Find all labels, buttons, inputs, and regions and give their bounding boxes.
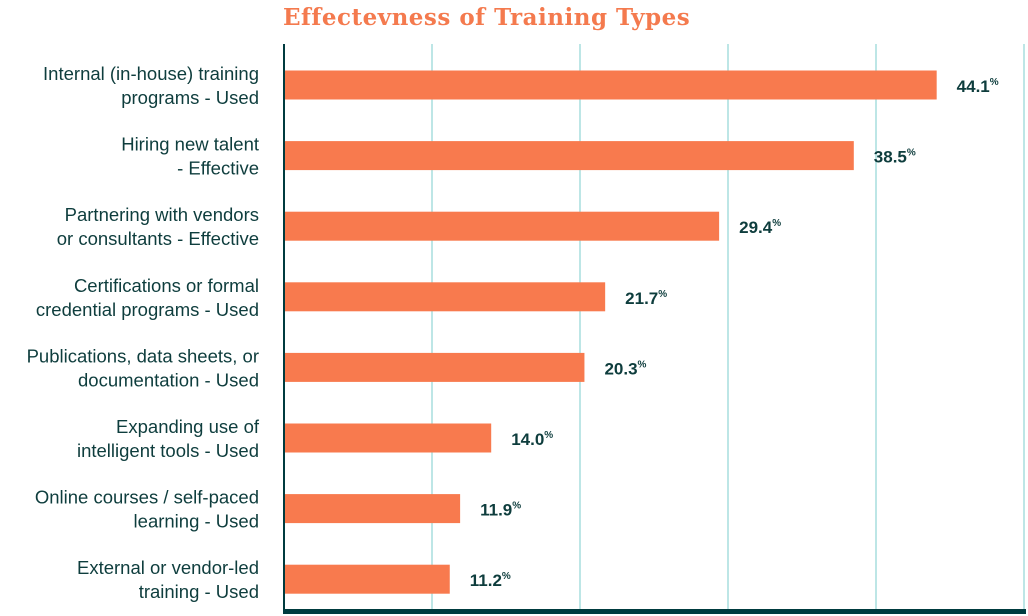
category-label: - Effective [177, 158, 259, 179]
data-label: 29.4% [739, 218, 781, 237]
data-label: 11.2% [470, 571, 511, 590]
data-label: 38.5% [874, 148, 916, 167]
data-label: 44.1% [957, 77, 999, 96]
data-label: 21.7% [625, 289, 667, 308]
bar [284, 70, 937, 100]
bar [284, 282, 606, 312]
category-label: Certifications or formal [74, 275, 259, 296]
data-label: 11.9% [480, 501, 521, 520]
category-label: or consultants - Effective [57, 228, 259, 249]
bar [284, 211, 720, 241]
category-label: Online courses / self-paced [35, 487, 259, 508]
x-axis [283, 609, 1026, 614]
category-label: Publications, data sheets, or [27, 345, 259, 366]
category-label: Internal (in-house) training [43, 63, 259, 84]
data-label: 14.0% [511, 430, 553, 449]
category-label: External or vendor-led [77, 557, 259, 578]
category-label: training - Used [139, 581, 259, 602]
bar [284, 494, 461, 524]
bar [284, 423, 492, 453]
bar [284, 564, 450, 594]
category-label: Hiring new talent [121, 134, 259, 155]
bar [284, 352, 585, 382]
data-label: 20.3% [604, 359, 646, 378]
category-label: learning - Used [134, 511, 259, 532]
category-label: credential programs - Used [36, 299, 259, 320]
bar [284, 141, 854, 171]
category-label: Partnering with vendors [65, 204, 259, 225]
category-label: intelligent tools - Used [77, 440, 259, 461]
category-label: documentation - Used [78, 369, 259, 390]
category-label: programs - Used [121, 87, 259, 108]
chart-title: Effectevness of Training Types [283, 4, 691, 31]
category-label: Expanding use of [116, 416, 260, 437]
